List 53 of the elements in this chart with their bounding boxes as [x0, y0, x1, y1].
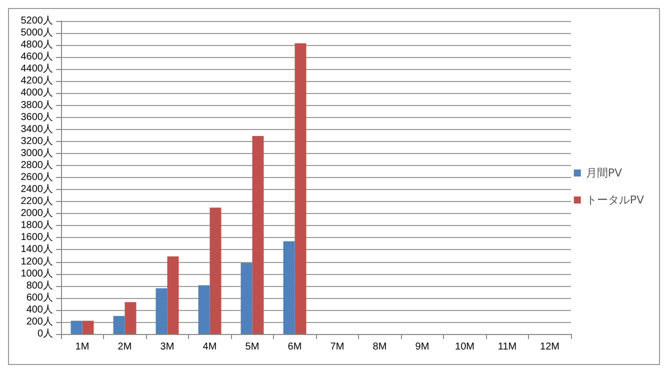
x-tick-label: 9M	[415, 342, 430, 352]
y-tick-label: 3400人	[20, 124, 53, 135]
x-tick-label: 6M	[288, 342, 302, 352]
y-tick-label: 800人	[26, 280, 53, 292]
y-tick-label: 1200人	[20, 256, 53, 268]
y-tick-label: 1600人	[20, 232, 53, 244]
y-tick-label: 5000人	[20, 28, 53, 39]
y-tick-label: 4200人	[20, 76, 53, 87]
y-tick-label: 4000人	[20, 88, 53, 99]
x-tick-label: 10M	[455, 342, 474, 352]
y-tick-label: 2200人	[20, 196, 53, 208]
y-tick-label: 200人	[26, 316, 53, 328]
bar	[156, 288, 168, 334]
legend-label: 月間PV	[586, 166, 622, 180]
x-tick-label: 12M	[540, 342, 560, 352]
y-tick-label: 1800人	[20, 220, 53, 232]
x-tick-label: 8M	[372, 342, 387, 352]
y-tick-label: 4800人	[20, 40, 53, 51]
y-tick-label: 600人	[26, 292, 53, 304]
y-tick-label: 2400人	[20, 184, 53, 196]
y-tick-label: 3600人	[20, 112, 53, 123]
y-tick-label: 2600人	[20, 172, 53, 183]
bar	[113, 316, 125, 334]
y-tick-label: 400人	[26, 304, 53, 316]
y-tick-label: 3000人	[20, 148, 53, 159]
y-tick-label: 3200人	[20, 136, 53, 147]
y-tick-label: 3800人	[20, 100, 53, 111]
y-tick-label: 5200人	[20, 16, 53, 26]
x-tick-label: 3M	[160, 342, 174, 352]
y-tick-label: 2000人	[20, 208, 53, 220]
bar	[82, 320, 94, 334]
bar	[252, 136, 264, 334]
bar	[240, 262, 252, 334]
bar	[124, 302, 136, 334]
legend-label: トータルPV	[586, 194, 644, 206]
x-tick-label: 11M	[498, 342, 517, 352]
y-tick-label: 4400人	[20, 64, 53, 75]
bar	[167, 256, 179, 334]
bar	[210, 208, 222, 334]
bar	[283, 241, 295, 334]
x-tick-label: 5M	[245, 342, 260, 352]
x-tick-label: 1M	[75, 342, 90, 352]
bar	[70, 320, 82, 334]
bar	[294, 43, 306, 334]
y-tick-label: 4600人	[20, 52, 53, 63]
y-tick-label: 0人	[37, 328, 53, 340]
y-tick-label: 1400人	[20, 244, 53, 256]
y-tick-label: 2800人	[20, 160, 53, 171]
y-tick-label: 1000人	[20, 268, 53, 280]
x-tick-label: 4M	[202, 342, 217, 352]
x-tick-label: 2M	[118, 342, 132, 352]
x-tick-label: 7M	[330, 342, 344, 352]
bar	[198, 285, 210, 334]
